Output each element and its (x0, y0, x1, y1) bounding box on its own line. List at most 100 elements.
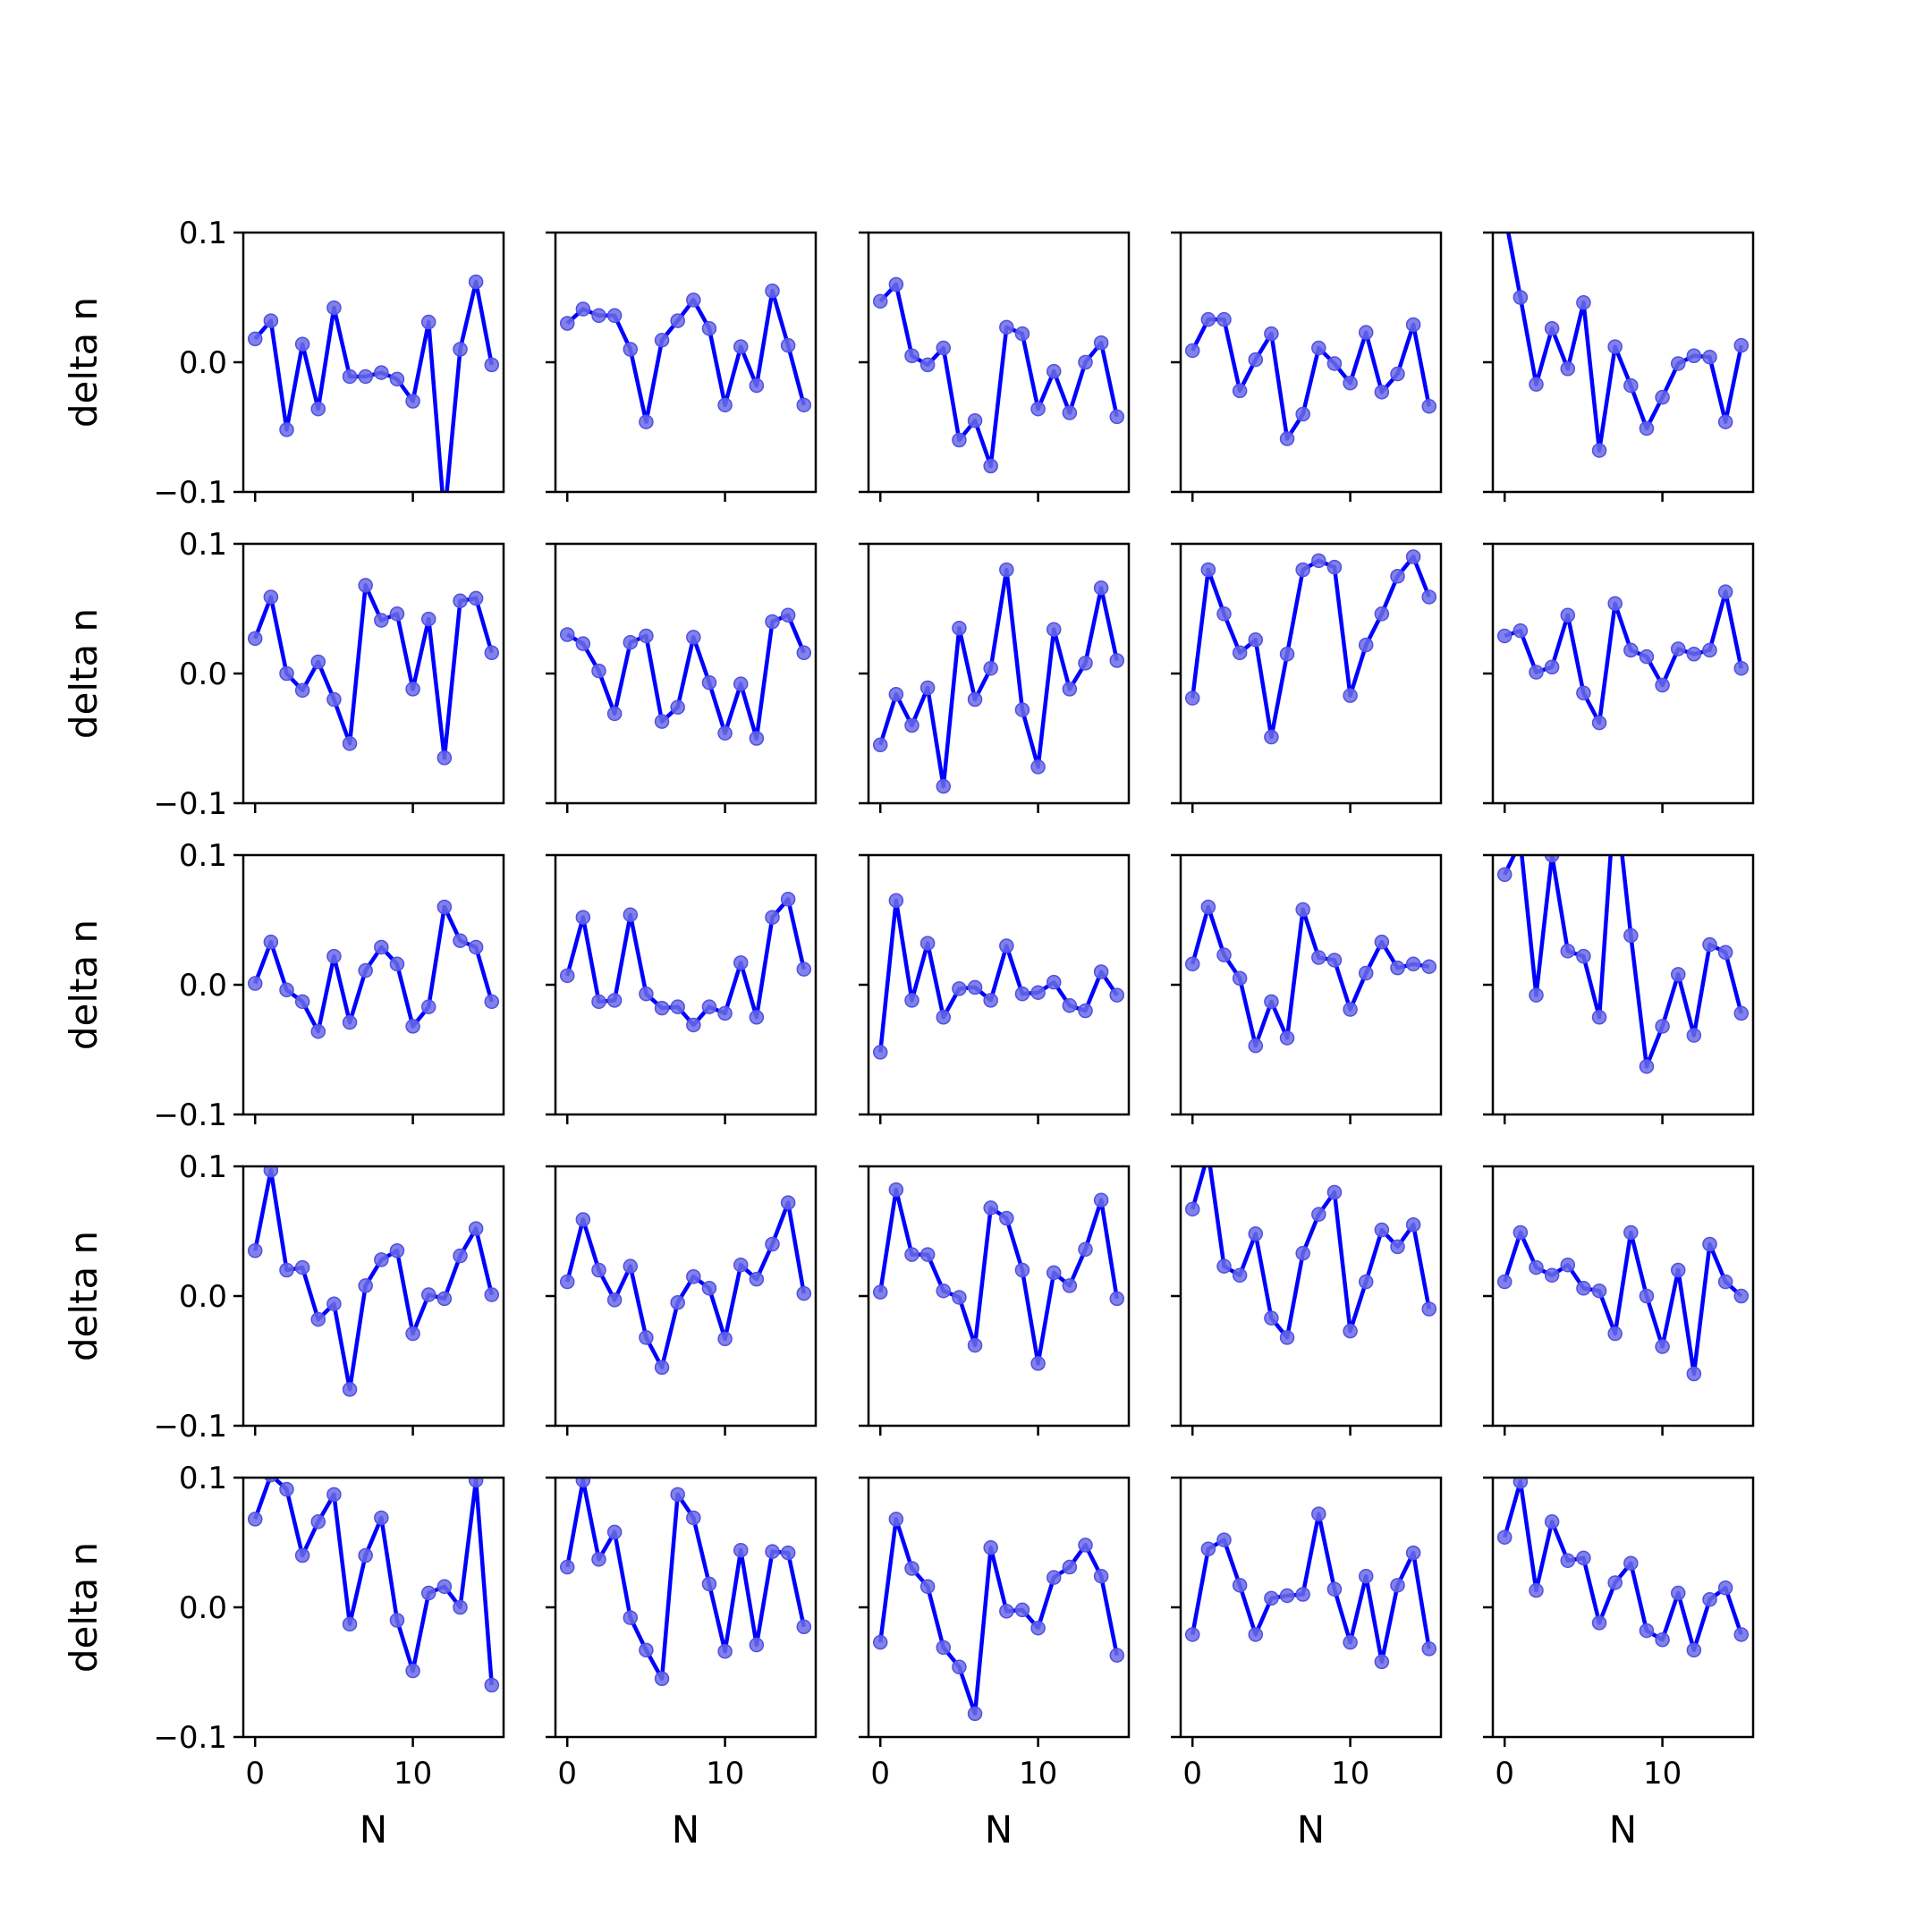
data-point (468, 274, 484, 290)
data-point (654, 1360, 670, 1375)
data-point (623, 907, 639, 922)
subplot-grid: −0.1 0.0 0.1 delta n −0.1 0.0 0.1 delta n −0.1 0.… (62, 216, 1755, 1852)
data-point (1374, 1654, 1390, 1670)
data-point (1421, 959, 1437, 974)
x-tick-label: 10 (394, 1756, 432, 1792)
subplot-r1-c2 (859, 542, 1131, 813)
data-point (1655, 1019, 1670, 1034)
data-point (670, 1487, 685, 1503)
data-point (701, 321, 717, 336)
data-point (326, 691, 342, 708)
subplot-r3-c4 (1483, 1165, 1755, 1436)
data-point (936, 1283, 952, 1299)
subplot-r4-c3: 0 10N (1171, 1476, 1443, 1852)
data-point (1200, 311, 1216, 327)
data-point (1343, 375, 1358, 391)
series-group (247, 578, 500, 766)
y-tick-label: 0.1 (179, 527, 227, 563)
data-point (1405, 956, 1421, 972)
data-point (1513, 623, 1529, 639)
data-point (1200, 562, 1216, 578)
data-point (606, 308, 623, 324)
data-point (1544, 659, 1560, 674)
data-point (575, 636, 591, 651)
series-line (253, 1168, 494, 1392)
data-point (1030, 1356, 1046, 1371)
data-point (484, 357, 500, 373)
data-point (453, 933, 468, 948)
subplot-r3-c1 (546, 1165, 818, 1436)
data-point (1702, 642, 1717, 658)
x-axis-label: N (360, 1808, 387, 1852)
data-point (1405, 549, 1421, 564)
data-point (654, 333, 670, 348)
data-point (1279, 1588, 1295, 1604)
data-point (1529, 987, 1544, 1003)
data-point (1702, 349, 1717, 365)
data-point (670, 1295, 685, 1310)
series-group (559, 1195, 812, 1375)
data-point (983, 458, 998, 474)
series-group (247, 1166, 500, 1397)
data-point (1326, 1581, 1343, 1597)
data-point (1343, 1002, 1358, 1017)
series-group (872, 276, 1125, 474)
data-point (1343, 1634, 1358, 1650)
data-point (717, 1644, 733, 1659)
data-point (1576, 1550, 1591, 1566)
data-point (1733, 1288, 1750, 1304)
data-point (453, 342, 468, 357)
data-point (1421, 1301, 1437, 1317)
series-line (253, 583, 494, 760)
data-point (1046, 974, 1062, 990)
data-point (717, 397, 733, 413)
data-point (952, 621, 967, 636)
data-point (1405, 317, 1421, 333)
x-tick-label: 0 (245, 1756, 265, 1792)
data-point (717, 1005, 733, 1021)
series-group (1506, 233, 1750, 458)
data-point (1216, 606, 1232, 622)
data-point (1343, 688, 1358, 703)
data-point (749, 731, 765, 746)
series-group (247, 899, 500, 1039)
series-line (253, 904, 494, 1034)
data-point (686, 630, 701, 645)
subplot-r4-c1: 0 10N (546, 1476, 818, 1852)
series-line (1503, 855, 1743, 1069)
data-point (765, 614, 780, 630)
data-point (1591, 715, 1607, 731)
x-axis-label: N (1297, 1808, 1325, 1852)
data-point (1733, 1627, 1750, 1642)
data-point (717, 1331, 733, 1347)
data-point (1374, 385, 1390, 400)
data-point (639, 1330, 654, 1345)
data-point (1200, 899, 1216, 915)
data-point (888, 1182, 904, 1198)
data-point (749, 1010, 765, 1025)
series-line (565, 1478, 806, 1681)
series-line (565, 1200, 806, 1369)
data-point (639, 1642, 654, 1658)
data-point (1358, 1568, 1374, 1584)
data-point (1623, 642, 1639, 658)
data-point (796, 962, 812, 977)
data-point (342, 1014, 358, 1030)
data-point (1560, 1257, 1576, 1273)
data-point (1702, 1236, 1717, 1252)
data-point (1670, 1585, 1686, 1601)
data-point (342, 1382, 358, 1397)
data-point (1248, 1226, 1264, 1241)
data-point (1607, 596, 1623, 611)
data-point (405, 1326, 420, 1342)
data-point (374, 365, 389, 380)
data-point (559, 968, 575, 984)
data-point (654, 714, 670, 729)
data-point (559, 1559, 575, 1575)
subplot-r2-c3 (1171, 853, 1443, 1124)
subplot-r0-c4 (1483, 231, 1755, 502)
data-point (1046, 1265, 1062, 1281)
subplot-r2-c2 (859, 853, 1131, 1124)
data-point (999, 938, 1014, 953)
data-point (904, 1247, 919, 1262)
